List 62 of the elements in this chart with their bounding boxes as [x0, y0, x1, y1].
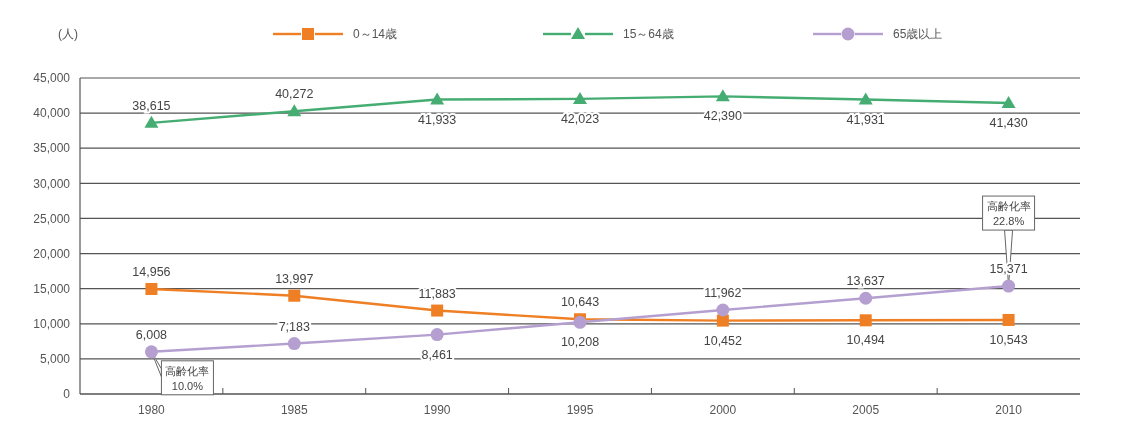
data-label: 11,962: [704, 286, 742, 300]
y-tick-label: 0: [63, 387, 71, 402]
x-tick-label: 2010: [995, 403, 1023, 417]
point: [144, 115, 159, 128]
point: [573, 91, 587, 104]
y-tick-label: 40,000: [33, 106, 71, 121]
data-label: 6,008: [135, 327, 168, 342]
data-label: 10,643: [560, 295, 600, 310]
point: [144, 345, 158, 359]
point: [287, 337, 301, 351]
data-label: 15,371: [989, 262, 1028, 277]
point: [859, 314, 872, 327]
y-tick-label: 35,000: [33, 141, 71, 156]
y-tick-label: 15,000: [33, 281, 71, 296]
data-label: 42,023: [560, 111, 600, 126]
data-label: 10,452: [703, 333, 743, 348]
point: [430, 328, 444, 342]
x-tick-label: 1990: [423, 403, 451, 417]
data-label: 14,956: [132, 264, 171, 279]
legend-label: 65歳以上: [893, 27, 943, 42]
x-tick-label: 1995: [566, 403, 594, 417]
annotation: 高齢化率 10.0%: [165, 364, 210, 392]
legend-label: 0～14歳: [353, 27, 398, 42]
x-tick-label: 1980: [138, 403, 166, 417]
y-axis-title: (人): [58, 27, 78, 41]
x-tick-label: 2005: [852, 403, 880, 417]
point: [716, 303, 730, 317]
point: [145, 282, 158, 295]
data-label: 13,997: [275, 271, 314, 286]
y-tick-label: 10,000: [33, 316, 71, 331]
data-label: 7,183: [278, 319, 310, 334]
y-tick-label: 30,000: [33, 176, 71, 191]
point: [287, 104, 302, 117]
point: [430, 92, 445, 105]
point: [716, 314, 729, 327]
point: [431, 304, 444, 317]
legend-label: 15～64歳: [623, 27, 674, 42]
point: [715, 89, 730, 102]
point: [1002, 313, 1015, 326]
y-tick-label: 45,000: [33, 71, 71, 86]
x-tick-label: 2000: [709, 403, 737, 417]
data-label: 8,461: [421, 347, 453, 362]
annotation: 高齢化率 22.8%: [986, 200, 1031, 228]
data-label: 10,494: [846, 333, 885, 348]
data-label: 10,208: [560, 335, 600, 350]
data-label: 10,543: [989, 332, 1028, 347]
point: [859, 291, 873, 305]
data-label: 13,637: [846, 274, 885, 289]
data-label: 41,430: [989, 116, 1028, 131]
data-label: 38,615: [132, 98, 171, 113]
y-tick-label: 5,000: [39, 352, 71, 367]
point: [288, 289, 301, 302]
data-label: 41,931: [846, 112, 885, 127]
data-label: 11,883: [418, 286, 456, 301]
y-tick-label: 25,000: [33, 211, 71, 226]
point: [1001, 96, 1016, 109]
y-tick-label: 20,000: [33, 246, 71, 261]
point: [1002, 279, 1016, 293]
x-tick-label: 1985: [280, 403, 308, 417]
data-label: 40,272: [275, 87, 314, 102]
point: [858, 92, 873, 105]
data-label: 41,933: [418, 112, 457, 127]
